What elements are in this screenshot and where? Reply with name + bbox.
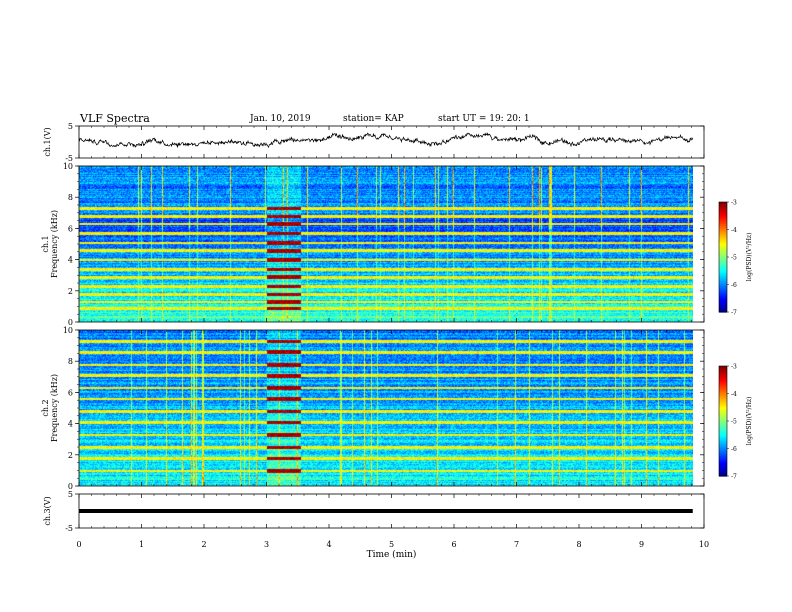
channel-label: ch.2 [41, 399, 50, 416]
xtick-label: 6 [451, 540, 456, 549]
colorbar-tick: -7 [731, 310, 737, 317]
xtick-label: 2 [201, 540, 206, 549]
colorbar-label: log(PSD)(V²/Hz) [746, 397, 753, 446]
xtick-label: 0 [76, 540, 81, 549]
xtick-label: 3 [264, 540, 269, 549]
xtick-label: 8 [576, 540, 581, 549]
panel-frame-1 [78, 125, 705, 159]
ch1-waveform-line [78, 132, 694, 149]
colorbar-tick: -5 [731, 419, 737, 426]
colorbar-tick: -3 [731, 364, 737, 371]
colorbar-tick: -4 [731, 391, 737, 398]
ytick-label: 2 [68, 451, 73, 460]
colorbar-label: log(PSD)(V²/Hz) [746, 233, 753, 282]
ytick-label: 6 [68, 388, 73, 397]
ytick-label: 10 [63, 326, 73, 335]
colorbar-tick: -7 [731, 474, 737, 481]
ch3-ylabel: ch.3(V) [43, 496, 52, 525]
date-label: Jan. 10, 2019 [250, 114, 311, 124]
channel-label: ch.1 [41, 235, 50, 252]
xtick-label: 1 [139, 540, 144, 549]
xtick-label: 9 [639, 540, 644, 549]
ytick-label: 5 [68, 490, 73, 499]
colorbar-tick: -5 [731, 255, 737, 262]
ytick-label: 6 [68, 224, 73, 233]
start-time-label: start UT = 19: 20: 1 [438, 114, 530, 124]
ytick-label: 2 [68, 287, 73, 296]
ytick-label: 4 [68, 420, 73, 429]
colorbar-tick: -6 [731, 282, 737, 289]
ytick-label: -5 [65, 154, 73, 163]
ch1-spectrogram-image [79, 166, 693, 322]
xtick-label: 5 [389, 540, 394, 549]
frequency-ylabel: Frequency (kHz) [50, 210, 59, 278]
ch2-spectrogram-image [79, 330, 693, 486]
colorbar-tick: -6 [731, 446, 737, 453]
ytick-label: -5 [65, 524, 73, 533]
ytick-label: 5 [68, 122, 73, 131]
xtick-label: 10 [699, 540, 709, 549]
ytick-label: 0 [68, 318, 73, 327]
ytick-label: 8 [68, 193, 73, 202]
station-label: station= KAP [343, 114, 404, 124]
colorbar-tick: -4 [731, 227, 737, 234]
ytick-label: 10 [63, 162, 73, 171]
ytick-label: 8 [68, 357, 73, 366]
xtick-label: 7 [514, 540, 519, 549]
ch1-ylabel: ch.1(V) [43, 127, 52, 156]
x-axis-label: Time (min) [367, 549, 417, 560]
ytick-label: 4 [68, 256, 73, 265]
frequency-ylabel: Frequency (kHz) [50, 374, 59, 442]
figure-title: VLF Spectra [80, 112, 150, 125]
ytick-label: 0 [68, 482, 73, 491]
colorbar-tick: -3 [731, 200, 737, 207]
xtick-label: 4 [326, 540, 331, 549]
